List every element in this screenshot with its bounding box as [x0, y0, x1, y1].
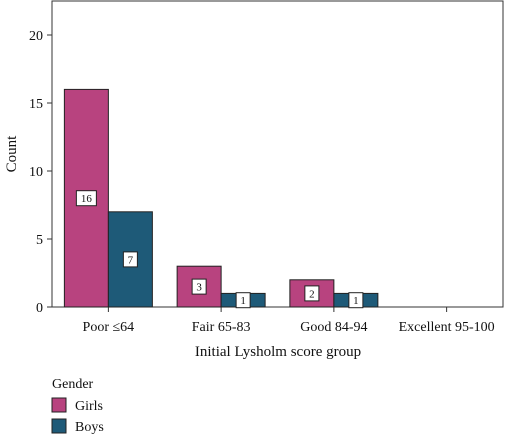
- y-tick-label: 10: [29, 165, 43, 180]
- legend-swatch-girls: [51, 397, 67, 413]
- data-label: 2: [309, 288, 315, 300]
- y-tick-label: 0: [36, 301, 43, 316]
- x-tick-label: Good 84-94: [300, 320, 367, 335]
- data-label-box: [122, 251, 138, 268]
- legend-label-boys: Boys: [75, 420, 104, 435]
- data-label-box: [304, 285, 320, 302]
- x-axis: Poor ≤64 Fair 65-83 Good 84-94 Excellent 95…: [83, 307, 495, 335]
- y-axis: 0 5 10 15 20: [29, 29, 52, 316]
- data-label-box: [75, 190, 97, 207]
- y-tick-label: 20: [29, 29, 43, 44]
- data-label: 3: [196, 282, 202, 294]
- data-label-box: [235, 292, 251, 309]
- bar-girls: [176, 265, 222, 308]
- y-tick-label: 5: [36, 233, 43, 248]
- data-label-box: [191, 278, 207, 295]
- data-label: 1: [353, 295, 359, 307]
- y-tick-label: 15: [29, 97, 43, 112]
- data-label-box: [348, 292, 364, 309]
- bar-boys: [107, 211, 153, 308]
- data-label: 1: [240, 295, 246, 307]
- legend-title: Gender: [52, 377, 94, 392]
- data-label: 7: [128, 254, 134, 266]
- legend-label-girls: Girls: [75, 399, 103, 414]
- data-labels-group: 16 3 2 7 1 1: [75, 190, 364, 309]
- x-tick-label: Excellent 95-100: [399, 320, 495, 335]
- legend: Girls Boys: [51, 397, 104, 435]
- data-label: 16: [81, 193, 93, 205]
- x-axis-title: Initial Lysholm score group: [195, 344, 361, 360]
- x-tick-label: Fair 65-83: [192, 320, 251, 335]
- legend-swatch-boys: [51, 418, 67, 434]
- y-axis-title: Count: [4, 135, 20, 173]
- x-tick-label: Poor ≤64: [83, 320, 135, 335]
